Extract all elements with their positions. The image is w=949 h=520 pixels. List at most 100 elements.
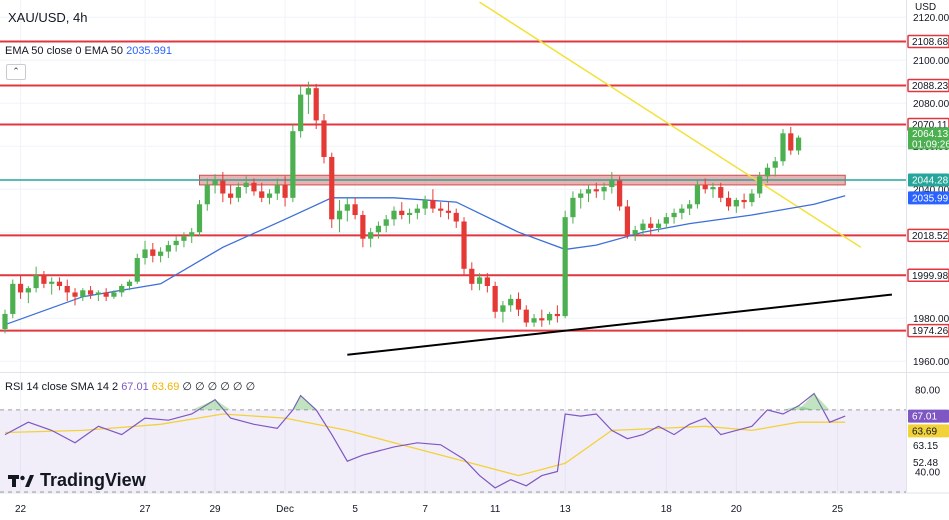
candle	[617, 176, 623, 211]
price-tick-label: 2100.00	[913, 56, 949, 67]
candle	[461, 217, 467, 276]
candle	[663, 212, 669, 228]
candle	[298, 86, 304, 138]
rsi-sma-tag-bg	[908, 424, 949, 438]
price-tick-label: 1980.00	[913, 314, 949, 325]
ema-price-tag-bg	[908, 191, 949, 205]
candle-body	[795, 137, 802, 151]
candle-body	[142, 249, 148, 259]
candle-body	[72, 292, 78, 297]
candle	[476, 273, 483, 291]
candle-body	[547, 313, 553, 321]
rsi-line	[4, 392, 846, 489]
candle	[484, 273, 490, 293]
candle-body	[375, 225, 382, 233]
candle-body	[134, 258, 140, 282]
candle	[640, 219, 646, 237]
time-tick-label: 29	[209, 504, 221, 515]
time-tick-label: 25	[832, 504, 844, 515]
candle	[562, 210, 568, 319]
candle-body	[655, 223, 662, 228]
candle	[181, 232, 187, 248]
candle-body	[515, 298, 522, 310]
level-tag-bg	[907, 323, 949, 338]
candle	[445, 202, 452, 220]
candle-body	[531, 318, 537, 323]
candle-body	[399, 210, 405, 216]
candle	[142, 240, 148, 265]
candle-body	[25, 288, 31, 293]
candle	[2, 309, 8, 334]
ema-50-line	[4, 195, 846, 326]
candle-body	[570, 197, 576, 218]
candle-body	[235, 187, 241, 198]
rsi-extra-label: 63.15	[913, 441, 938, 452]
candle-body	[640, 223, 646, 231]
candle	[368, 227, 374, 248]
candle	[119, 283, 125, 297]
candle-body	[259, 191, 265, 198]
time-tick-label: 27	[139, 504, 151, 515]
ema-legend: EMA 50 close 0 EMA 50 2035.991	[5, 45, 172, 57]
time-axis: 22 27 29 Dec 5 7 11 13 18 20 25	[15, 504, 843, 515]
level-tag-text: 1974.26	[912, 326, 949, 337]
candle-body	[126, 281, 133, 286]
candle-body	[95, 292, 101, 295]
candle-body	[539, 318, 545, 321]
time-tick-label: 18	[661, 504, 673, 515]
candle-body	[49, 281, 55, 284]
candle	[702, 178, 708, 194]
candle	[547, 311, 553, 325]
tradingview-logo[interactable]: TradingView	[8, 470, 146, 491]
candle-body	[617, 180, 623, 207]
candle-body	[212, 180, 218, 185]
time-tick-label: Dec	[276, 504, 294, 515]
collapse-legend-button[interactable]: ⌃	[6, 64, 26, 80]
candle-body	[298, 94, 304, 132]
chart-title: XAU/USD, 4h	[8, 10, 88, 25]
candle	[103, 288, 109, 302]
candle	[165, 240, 171, 259]
candle	[508, 294, 514, 312]
candle-body	[422, 199, 428, 209]
candle-body	[313, 88, 319, 121]
rsi-sma-line	[4, 413, 846, 477]
candle-body	[391, 210, 397, 220]
rsi-overbought-fill	[798, 393, 830, 410]
candle	[414, 204, 420, 220]
candle	[305, 81, 312, 114]
candle-body	[632, 230, 638, 235]
candle	[290, 124, 296, 203]
candle-body	[772, 161, 778, 168]
trendlines	[347, 1, 893, 356]
rsi-sma-tag-text: 63.69	[912, 426, 937, 437]
level-tag-bg	[907, 268, 949, 283]
price-tick-label: 2080.00	[913, 99, 949, 110]
candle-body	[718, 187, 724, 198]
candle	[632, 225, 638, 241]
candle-body	[406, 212, 413, 216]
candle	[235, 182, 241, 203]
candle-body	[189, 232, 195, 237]
rsi-legend: RSI 14 close SMA 14 2 67.01 63.69 ∅ ∅ ∅ …	[5, 380, 255, 393]
level-tag: 2018.52	[907, 228, 949, 243]
candle-body	[119, 285, 125, 293]
level-tag-text: 2088.23	[912, 81, 949, 92]
rsi-sma-value: 63.69	[151, 381, 180, 393]
candle	[72, 288, 78, 306]
candle-body	[243, 182, 249, 188]
candle	[399, 202, 405, 220]
candle-body	[87, 290, 94, 295]
candle-body	[741, 199, 747, 203]
level-tag: 2088.23	[907, 78, 949, 93]
candle	[694, 180, 701, 209]
rsi-value-tag: 67.01	[908, 409, 949, 423]
candle-body	[196, 204, 203, 233]
candle	[687, 199, 693, 216]
last-price-bg	[908, 127, 949, 150]
rsi-label: RSI 14 close SMA 14 2	[5, 381, 119, 393]
rsi-overbought-fill	[783, 405, 815, 410]
candle-body	[780, 133, 786, 162]
candle	[41, 270, 47, 289]
